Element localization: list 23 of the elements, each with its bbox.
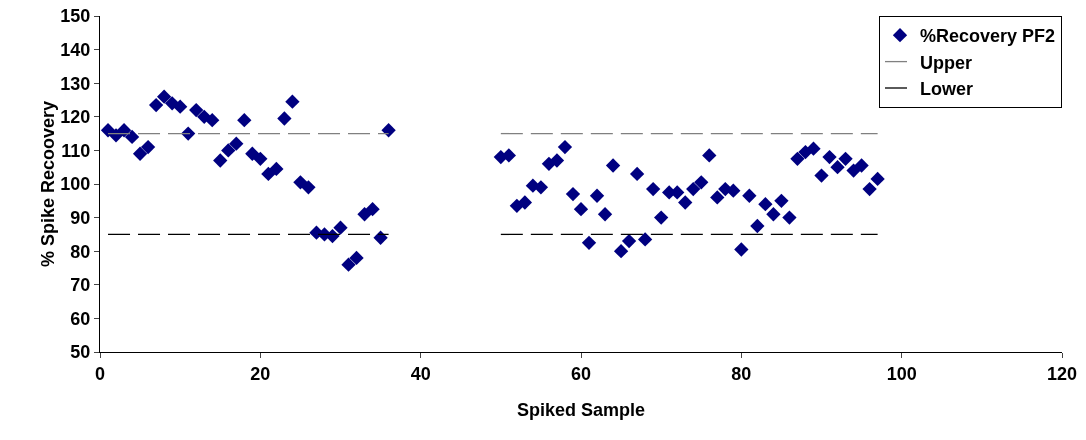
- y-tick-label: 130: [60, 73, 91, 94]
- y-tick-label: 100: [60, 174, 91, 195]
- y-tick-label: 50: [70, 342, 91, 363]
- y-tick-label: 80: [70, 241, 91, 262]
- legend-label: %Recovery PF2: [920, 26, 1056, 47]
- x-tick-label: 120: [1046, 363, 1078, 384]
- y-tick-label: 90: [70, 207, 91, 228]
- y-tick-label: 110: [61, 140, 91, 161]
- y-axis-title: % Spike Recoovery: [38, 100, 58, 268]
- legend-label: Upper: [920, 52, 973, 73]
- y-tick-label: 120: [60, 107, 91, 128]
- y-tick-label: 70: [70, 275, 91, 296]
- y-tick-label: 140: [60, 39, 91, 60]
- x-tick-label: 20: [250, 363, 271, 384]
- x-axis-title: Spiked Sample: [516, 400, 646, 420]
- x-tick-label: 100: [886, 363, 917, 384]
- x-tick-label: 40: [410, 363, 431, 384]
- y-tick-label: 150: [60, 6, 91, 27]
- x-tick-label: 80: [731, 363, 752, 384]
- x-tick-label: 60: [570, 363, 592, 384]
- x-tick-label: 0: [94, 363, 106, 384]
- y-tick-label: 60: [70, 308, 91, 329]
- legend-label: Lower: [920, 79, 974, 100]
